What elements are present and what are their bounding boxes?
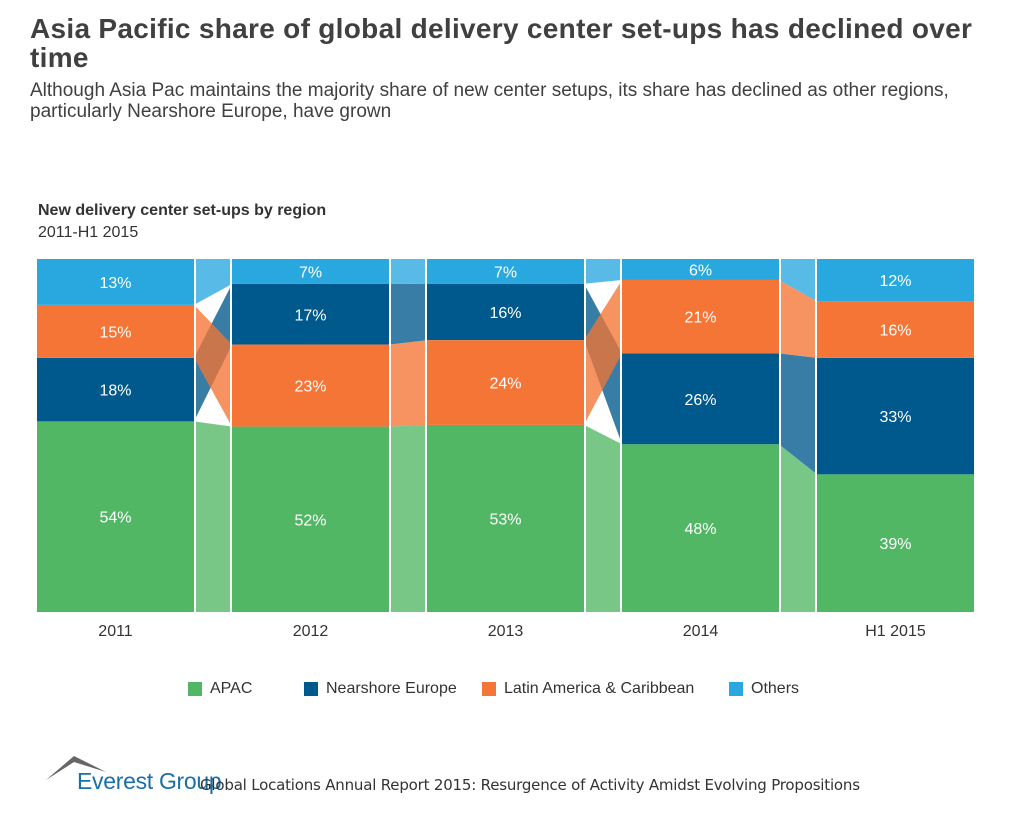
bar-segment-latin-america-caribbean [232, 344, 389, 427]
bar-segment-apac [232, 426, 389, 612]
data-label: 7% [299, 264, 322, 281]
legend-swatch [304, 682, 318, 696]
bar-segment-apac [427, 424, 584, 612]
bar-segment-apac [37, 421, 194, 612]
bar-segment-others [232, 259, 389, 284]
x-tick-label: 2011 [98, 623, 133, 640]
everest-group-logo-icon [46, 756, 106, 780]
data-label: 39% [879, 536, 911, 553]
page-subtitle: Although Asia Pac maintains the majority… [30, 80, 949, 122]
source-note: Global Locations Annual Report 2015: Res… [200, 776, 860, 794]
connector-latin-america-caribbean [779, 279, 817, 358]
connector-latin-america-caribbean [389, 340, 427, 427]
data-label: 48% [684, 521, 716, 538]
legend-item-latin-america: Latin America & Caribbean [482, 680, 694, 698]
stacked-bar-chart: 54% 18% 15% 13% 2011 52% 17% 23% 7% 2012 53% 16% 24%… [37, 259, 974, 640]
bar-segment-nearshore-europe [232, 283, 389, 345]
connector-apac [779, 444, 817, 612]
connector-others [779, 259, 817, 302]
bar-segment-others [37, 259, 194, 305]
legend-label: Nearshore Europe [326, 680, 457, 697]
legend-swatch [188, 682, 202, 696]
data-label: 23% [294, 379, 326, 396]
x-tick-label: 2013 [488, 623, 524, 640]
data-label: 16% [489, 305, 521, 322]
data-label: 13% [99, 275, 131, 292]
legend-label: APAC [210, 680, 253, 697]
bar-segment-latin-america-caribbean [622, 279, 779, 354]
data-label: 24% [489, 376, 521, 393]
data-label: 15% [99, 324, 131, 341]
data-label: 33% [879, 409, 911, 426]
data-label: 26% [684, 392, 716, 409]
brand-name: Everest Group [77, 768, 222, 794]
data-label: 18% [99, 383, 131, 400]
data-label: 54% [99, 510, 131, 527]
connector-latin-america-caribbean [194, 304, 232, 427]
page-title: Asia Pacific share of global delivery ce… [30, 13, 973, 73]
legend-item-nearshore-europe: Nearshore Europe [304, 680, 457, 698]
data-label: 6% [689, 262, 712, 279]
connector-latin-america-caribbean [584, 279, 622, 425]
data-label: 21% [684, 310, 716, 327]
bar-segment-nearshore-europe [622, 353, 779, 445]
x-tick-label: 2012 [293, 623, 329, 640]
legend-label: Others [751, 680, 800, 697]
connector-others [584, 259, 622, 284]
bar-segment-nearshore-europe [427, 283, 584, 341]
connector-apac [389, 424, 427, 612]
bar-segment-nearshore-europe [817, 357, 974, 475]
connector-apac [194, 421, 232, 612]
bar-segment-others [427, 259, 584, 284]
data-label: 17% [294, 307, 326, 324]
bar-segment-nearshore-europe [37, 357, 194, 422]
x-tick-label: H1 2015 [865, 623, 926, 640]
connector-others [389, 259, 427, 284]
bar-segment-latin-america-caribbean [37, 304, 194, 358]
bar-segment-others [622, 259, 779, 280]
data-label: 52% [294, 512, 326, 529]
legend-swatch [482, 682, 496, 696]
bar-segment-latin-america-caribbean [817, 301, 974, 358]
data-label: 53% [489, 511, 521, 528]
connector-nearshore-europe [779, 353, 817, 475]
data-label: 16% [879, 323, 911, 340]
legend-item-apac: APAC [188, 680, 252, 698]
bar-segment-apac [817, 474, 974, 612]
legend-swatch [729, 682, 743, 696]
connector-others [194, 259, 232, 305]
connector-nearshore-europe [389, 283, 427, 345]
legend-item-others: Others [729, 680, 799, 698]
connector-apac [584, 424, 622, 612]
chart-title: New delivery center set-ups by region [38, 202, 327, 219]
legend-label: Latin America & Caribbean [504, 680, 695, 697]
data-label: 7% [494, 264, 517, 281]
bar-segment-latin-america-caribbean [427, 340, 584, 425]
data-label: 12% [879, 273, 911, 290]
bar-segment-apac [622, 444, 779, 612]
chart-subtitle: 2011-H1 2015 [38, 224, 139, 241]
x-tick-label: 2014 [683, 623, 719, 640]
bar-segment-others [817, 259, 974, 302]
